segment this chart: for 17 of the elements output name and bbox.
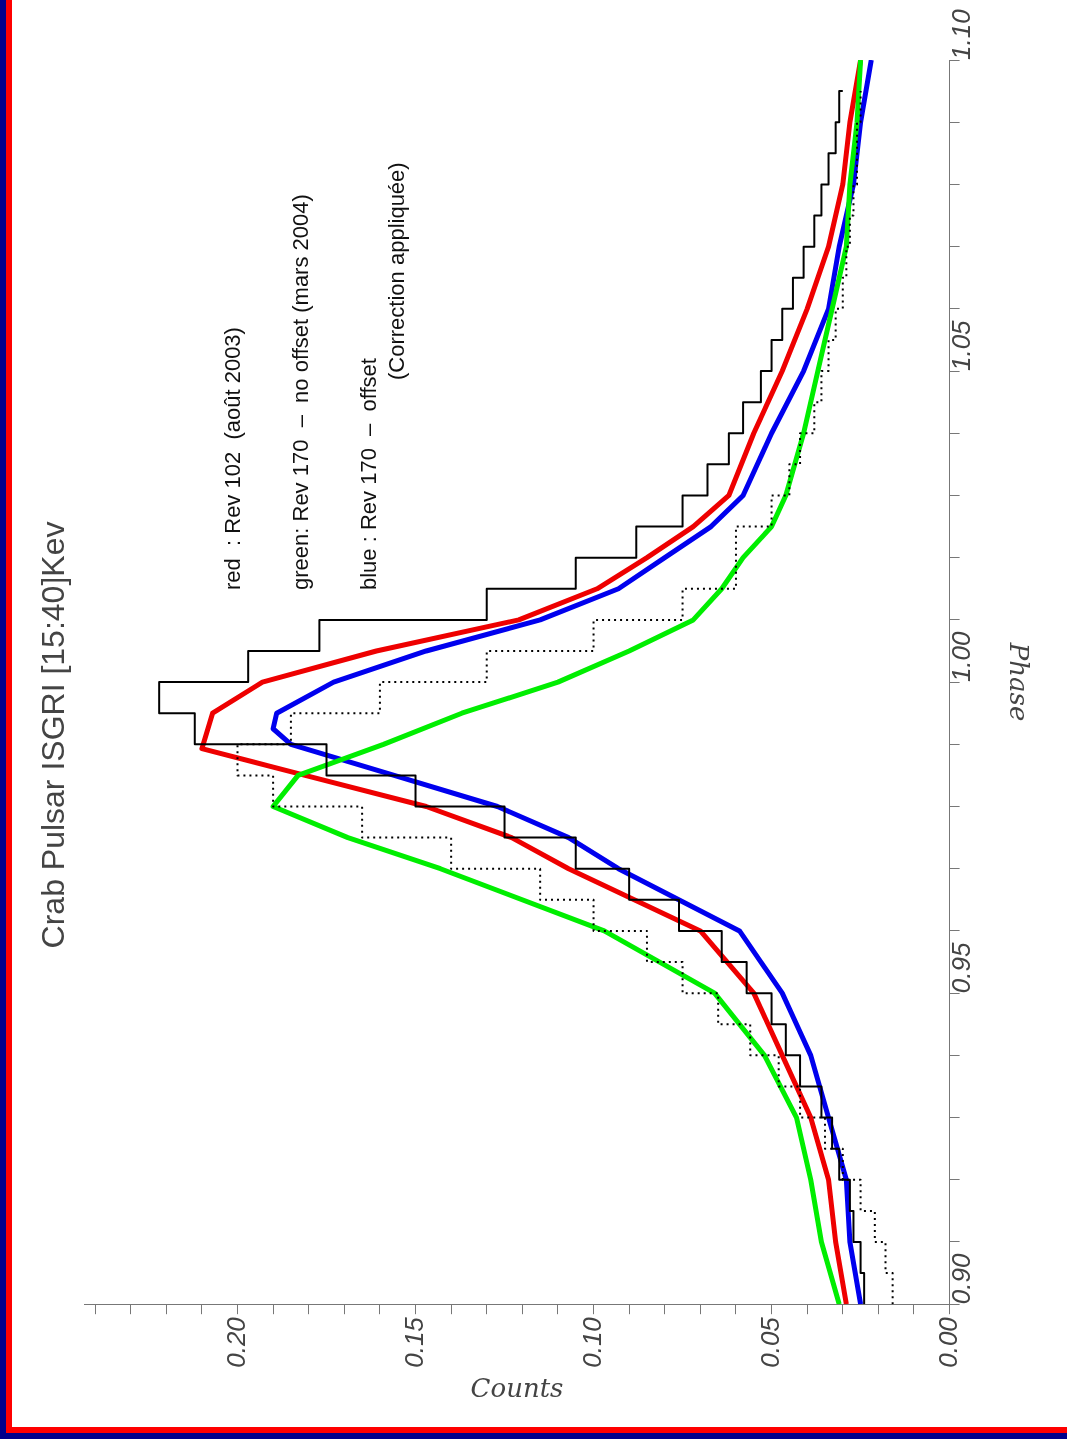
x-tick-label: 0.15 xyxy=(398,1316,429,1368)
x-tick-label: 0.20 xyxy=(220,1316,251,1368)
y-tick-label: 0.95 xyxy=(945,942,976,994)
annotation: red : Rev 102 (août 2003) xyxy=(220,327,246,590)
x-tick-label: 0.00 xyxy=(932,1316,963,1368)
x-axis-title: Counts xyxy=(470,1373,564,1404)
y-tick-label: 0.90 xyxy=(945,1253,976,1305)
y-axis-title: Phase xyxy=(1003,641,1034,722)
x-tick-label: 0.05 xyxy=(754,1316,785,1368)
y-tick-label: 1.00 xyxy=(945,630,976,683)
y-tick-label: 1.05 xyxy=(945,319,976,372)
annotation: blue : Rev 170 – offset xyxy=(356,358,382,590)
x-tick-label: 0.10 xyxy=(576,1316,607,1368)
y-tick-label: 1.10 xyxy=(945,8,976,60)
annotation: green: Rev 170 – no offset (mars 2004) xyxy=(288,194,314,590)
annotation: (Correction appliquée) xyxy=(384,162,410,380)
text: Crab Pulsar ISGRI [15:40]Kev xyxy=(35,521,72,949)
